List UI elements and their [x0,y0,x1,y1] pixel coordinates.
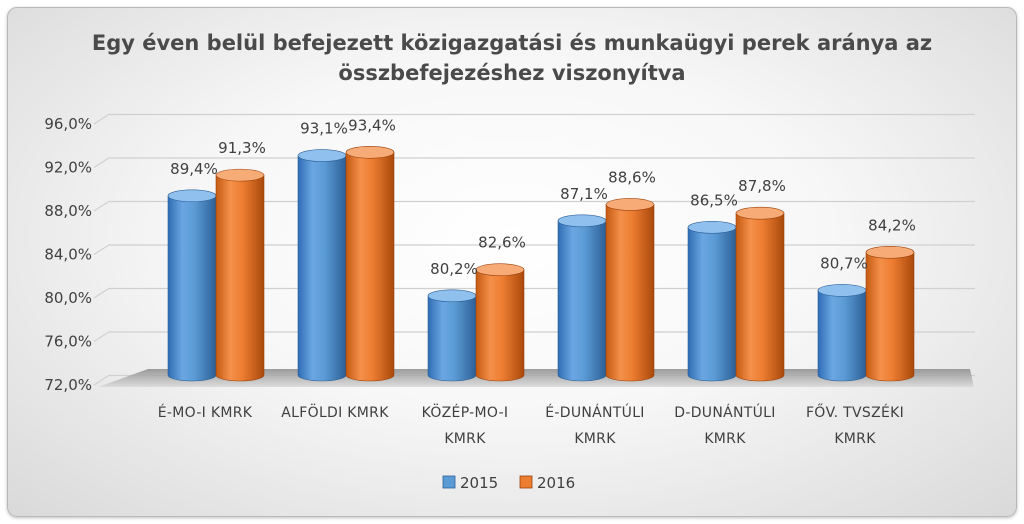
bar-top [475,263,525,277]
data-label: 93,1% [300,120,348,138]
bar-body [427,295,477,382]
x-axis: É-MO-I KMRK ALFÖLDI KMRK KÖZÉP-MO-I KMRK É-D… [158,403,904,447]
gridline-depth [93,157,109,169]
data-label: 84,2% [868,216,916,234]
bars [167,145,915,382]
y-tick-label: 72,0% [44,376,92,394]
x-category-label: KMRK [574,431,616,447]
x-category-label: KMRK [834,431,876,447]
bar-top [167,189,217,203]
y-tick-label: 88,0% [44,202,92,220]
gridline-depth [93,244,109,256]
data-labels: 89,4%91,3% 93,1% 93,4% 80,2%82,6% 87,1%88,6%… [170,116,916,278]
x-category-label: FŐV. TVSZÉKI [806,403,904,421]
bar-top [557,214,607,228]
bar-body [605,204,655,382]
bar-2015 [427,289,477,382]
legend-label: 2015 [460,474,498,492]
bar-body [687,227,737,382]
y-tick-label: 80,0% [44,289,92,307]
gridline-depth [93,375,109,386]
data-label: 91,3% [218,139,266,157]
bar-2015 [817,284,867,382]
bar-body [215,174,265,382]
bar-body [557,220,607,382]
gridline-depth [93,288,109,299]
legend-label: 2016 [537,474,575,492]
bar-body [735,212,785,382]
bar-body [817,290,867,382]
bar-top [817,284,867,297]
bar-body [345,151,395,382]
chart-title-line-2: összbefejezéshez viszonyítva [338,61,685,85]
data-label: 80,2% [430,260,478,278]
data-label: 86,5% [690,191,738,209]
bar-2016 [475,263,525,382]
bar-top [865,246,915,259]
data-label: 87,1% [560,185,608,203]
bar-2015 [297,149,347,382]
data-label: 93,4% [348,116,396,134]
x-category-label: KÖZÉP-MO-I [422,403,509,421]
bar-body [865,252,915,382]
bar-body [167,195,217,382]
bar-top [215,168,265,182]
chart-title: Egy éven belül befejezett közigazgatási … [92,31,932,85]
x-category-label: ALFÖLDI KMRK [281,403,389,421]
x-category-label: É-DUNÁNTÚLI [545,403,644,421]
data-label: 88,6% [608,168,656,186]
bar-top [297,149,347,162]
bar-2015 [687,221,737,382]
bar-top [605,198,655,211]
x-category-label: D-DUNÁNTÚLI [674,403,775,421]
legend-swatch [442,475,456,489]
gridline-depth [93,201,109,212]
y-axis: 72,0% 76,0% 80,0% 84,0% 88,0% 92,0% 96,0% [44,115,92,394]
data-label: 89,4% [170,160,218,178]
y-tick-label: 84,0% [44,246,92,264]
x-category-label: KMRK [444,431,486,447]
data-label: 80,7% [820,254,868,272]
bar-top [687,221,737,234]
bar-2016 [605,198,655,382]
x-category-label: É-MO-I KMRK [158,404,253,421]
y-tick-label: 96,0% [44,115,92,133]
legend-swatch [519,475,533,489]
data-label: 82,6% [478,234,526,252]
bar-top [427,289,477,303]
y-tick-label: 76,0% [44,333,92,351]
gridline-depth [93,331,109,343]
bar-top [735,206,785,220]
gridline-depth [93,114,109,125]
bar-2016 [865,246,915,382]
y-tick-label: 92,0% [44,159,92,177]
data-label: 87,8% [738,177,786,195]
bar-2016 [215,168,265,382]
bar-top [345,145,395,159]
bar-2016 [735,206,785,382]
bar-2015 [557,214,607,382]
legend: 2015 2016 [442,474,575,492]
chart-title-line-1: Egy éven belül befejezett közigazgatási … [92,31,932,55]
x-category-label: KMRK [704,431,746,447]
bar-body [475,269,525,382]
bar-2015 [167,189,217,382]
bar-2016 [345,145,395,382]
bar-body [297,155,347,382]
